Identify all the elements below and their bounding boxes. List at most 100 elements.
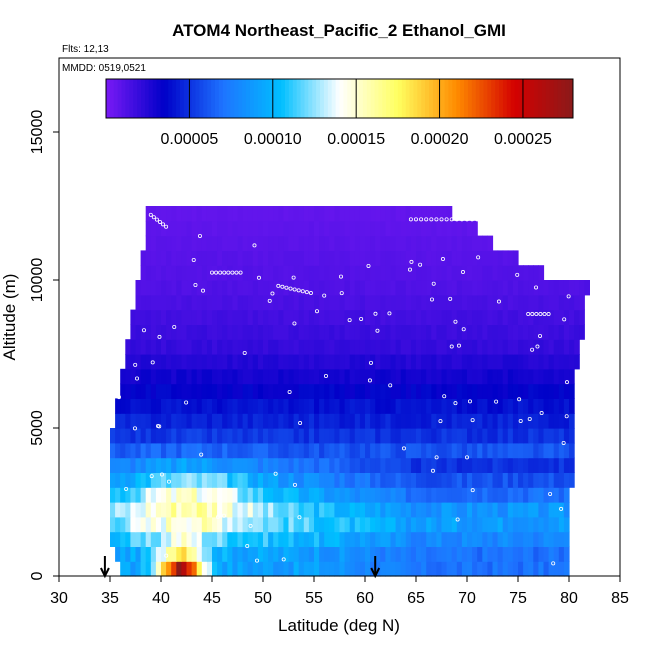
heatmap-cell	[477, 546, 483, 562]
heatmap-cell	[273, 265, 279, 281]
heatmap-cell	[543, 442, 550, 459]
heatmap-cell	[456, 516, 463, 533]
heatmap-cell	[421, 546, 427, 562]
heatmap-cell	[232, 457, 239, 473]
colorbar-segment	[285, 79, 290, 118]
sample-point	[267, 298, 272, 303]
heatmap-cell	[201, 309, 208, 325]
heatmap-cell	[472, 413, 478, 429]
heatmap-cell	[436, 428, 443, 444]
heatmap-cell	[161, 487, 167, 503]
colorbar-segment	[432, 79, 438, 118]
heatmap-cell	[201, 531, 208, 547]
heatmap-cell	[227, 398, 233, 414]
heatmap-cell	[421, 487, 427, 503]
sample-point	[154, 217, 159, 222]
heatmap-cell	[329, 354, 335, 370]
heatmap-cell	[206, 265, 213, 281]
heatmap-cell	[217, 487, 223, 503]
heatmap-cell	[421, 206, 427, 222]
colorbar-segment	[475, 79, 481, 118]
heatmap-cell	[385, 413, 392, 429]
heatmap-cell	[166, 354, 172, 370]
heatmap-cell	[288, 442, 295, 459]
heatmap-cell	[410, 324, 417, 340]
heatmap-cell	[518, 368, 524, 385]
sample-point	[256, 275, 261, 280]
colorbar-segment	[557, 79, 562, 118]
sample-point	[292, 321, 297, 326]
heatmap-cell	[176, 487, 182, 503]
heatmap-cell	[482, 413, 488, 429]
sample-point	[438, 419, 443, 424]
heatmap-cell	[283, 546, 290, 562]
heatmap-cell	[528, 413, 534, 429]
colorbar-segment	[230, 79, 235, 118]
heatmap-cell	[492, 487, 499, 503]
sample-point	[367, 378, 372, 383]
heatmap-cell	[125, 354, 131, 370]
heatmap-cell	[191, 413, 198, 429]
heatmap-cell	[155, 516, 162, 533]
heatmap-cell	[329, 250, 335, 266]
heatmap-cell	[181, 206, 188, 222]
heatmap-cell	[247, 502, 254, 518]
heatmap-cell	[370, 383, 376, 399]
heatmap-cell	[482, 531, 488, 547]
heatmap-cell	[150, 502, 157, 518]
sample-point	[538, 333, 543, 338]
heatmap-cell	[400, 339, 407, 355]
heatmap-cell	[405, 235, 412, 251]
heatmap-cell	[145, 309, 152, 325]
x-tick-label: 75	[509, 590, 527, 607]
heatmap-cell	[467, 235, 473, 251]
heatmap-cell	[130, 487, 137, 503]
heatmap-cell	[140, 280, 147, 296]
heatmap-cell	[446, 324, 453, 340]
heatmap-cell	[472, 561, 478, 577]
heatmap-cell	[273, 502, 279, 518]
heatmap-cell	[242, 546, 249, 562]
heatmap-cell	[344, 206, 351, 222]
colorbar-segment	[362, 79, 368, 118]
heatmap-cell	[518, 546, 524, 562]
heatmap-cell	[263, 531, 269, 547]
heatmap-cell	[359, 561, 366, 577]
sample-points	[112, 212, 571, 566]
sample-point	[292, 482, 297, 487]
heatmap-cell	[227, 428, 233, 444]
heatmap-cell	[365, 442, 371, 459]
heatmap-cell	[543, 516, 550, 533]
heatmap-cell	[518, 457, 524, 473]
colorbar-segment	[565, 79, 570, 118]
heatmap-cell	[385, 324, 392, 340]
sample-point	[448, 296, 453, 301]
heatmap-cell	[502, 383, 509, 399]
heatmap-cell	[400, 368, 407, 385]
heatmap-cell	[140, 354, 147, 370]
heatmap-cell	[441, 324, 448, 340]
sample-point	[534, 285, 539, 290]
heatmap-cell	[390, 516, 397, 533]
heatmap-cell	[461, 502, 468, 518]
heatmap-cell	[140, 339, 147, 355]
heatmap-cell	[502, 561, 509, 577]
heatmap-cell	[472, 280, 478, 296]
heatmap-cell	[334, 206, 341, 222]
heatmap-cell	[308, 294, 315, 311]
heatmap-cell	[201, 502, 208, 518]
heatmap-cell	[385, 265, 392, 281]
sample-point	[304, 290, 309, 295]
heatmap-cell	[293, 383, 300, 399]
heatmap-cell	[329, 339, 335, 355]
heatmap-cell	[507, 280, 514, 296]
heatmap-cell	[293, 368, 300, 385]
heatmap-cell	[222, 531, 228, 547]
heatmap-cell	[390, 487, 397, 503]
heatmap-cell	[140, 250, 147, 266]
heatmap-cell	[257, 502, 264, 518]
heatmap-cell	[186, 339, 193, 355]
heatmap-cell	[186, 442, 193, 459]
heatmap-cell	[487, 457, 494, 473]
heatmap-cell	[365, 206, 371, 222]
